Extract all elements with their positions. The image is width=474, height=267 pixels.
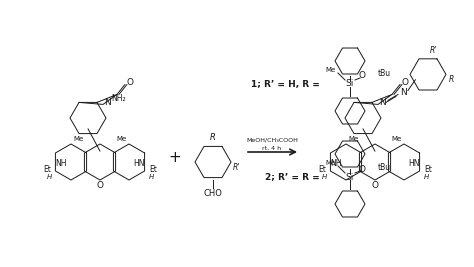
Text: 2; R’ = R =: 2; R’ = R = — [265, 172, 320, 182]
Text: O: O — [372, 180, 379, 190]
Text: MeOH/CH₃COOH: MeOH/CH₃COOH — [246, 138, 298, 143]
Text: Me: Me — [348, 136, 358, 142]
Text: Me: Me — [392, 136, 402, 142]
Text: rt, 4 h: rt, 4 h — [263, 146, 282, 151]
Text: N: N — [105, 98, 111, 107]
Text: tBu: tBu — [378, 69, 391, 78]
Text: O: O — [127, 78, 134, 87]
Text: H: H — [46, 174, 52, 180]
Text: Et: Et — [424, 166, 432, 175]
Text: NH: NH — [330, 159, 341, 168]
Text: R: R — [448, 75, 454, 84]
Text: Me: Me — [326, 67, 336, 73]
Text: 1; R’ = H, R =: 1; R’ = H, R = — [251, 80, 320, 88]
Text: H: H — [423, 174, 428, 180]
Text: +: + — [169, 150, 182, 164]
Text: Et: Et — [43, 166, 51, 175]
Text: Et: Et — [149, 166, 157, 175]
Text: NH: NH — [55, 159, 66, 168]
Text: O: O — [97, 180, 103, 190]
Text: Me: Me — [326, 160, 336, 166]
Text: O: O — [358, 72, 365, 80]
Text: O: O — [401, 78, 409, 87]
Text: R': R' — [429, 46, 437, 55]
Text: Si: Si — [346, 80, 354, 88]
Text: O: O — [358, 164, 365, 174]
Text: R: R — [210, 132, 216, 142]
Text: H: H — [148, 174, 154, 180]
Text: NH₂: NH₂ — [112, 94, 126, 103]
Text: CHO: CHO — [203, 190, 222, 198]
Text: Me: Me — [117, 136, 127, 142]
Text: Si: Si — [346, 172, 354, 182]
Text: Et: Et — [318, 166, 326, 175]
Text: N: N — [380, 98, 386, 107]
Text: N: N — [401, 88, 407, 97]
Text: tBu: tBu — [378, 163, 391, 171]
Text: H: H — [321, 174, 327, 180]
Text: R': R' — [232, 163, 240, 171]
Text: HN: HN — [409, 159, 420, 168]
Text: Me: Me — [73, 136, 83, 142]
Text: HN: HN — [134, 159, 145, 168]
